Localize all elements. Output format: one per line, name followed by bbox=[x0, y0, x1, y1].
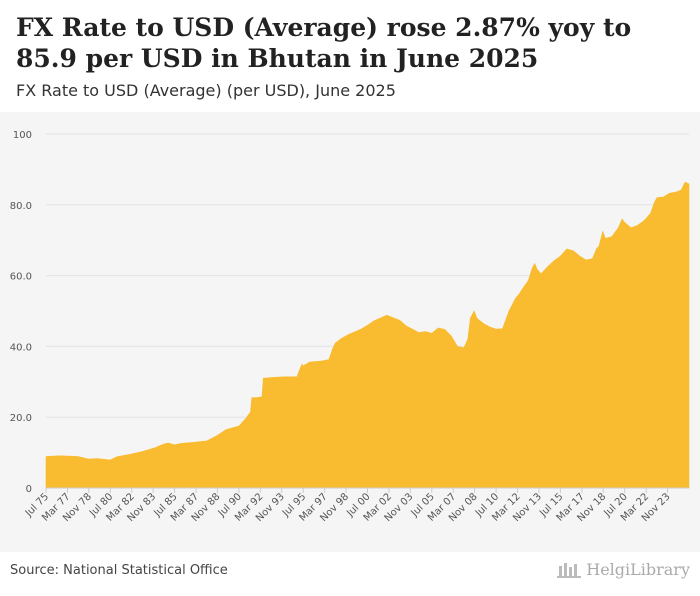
brand-name: HelgiLibrary bbox=[586, 560, 690, 579]
y-tick-label: 0 bbox=[26, 484, 32, 495]
y-tick-label: 20.0 bbox=[10, 413, 32, 424]
chart-title: FX Rate to USD (Average) rose 2.87% yoy … bbox=[16, 13, 632, 73]
library-icon bbox=[557, 562, 582, 578]
series-area bbox=[45, 181, 690, 489]
y-tick-label: 40.0 bbox=[10, 342, 32, 353]
source-note: Source: National Statistical Office bbox=[10, 563, 228, 578]
y-tick-label: 60.0 bbox=[10, 272, 32, 283]
chart-subtitle: FX Rate to USD (Average) (per USD), June… bbox=[16, 81, 396, 100]
y-tick-label: 80.0 bbox=[10, 201, 32, 212]
brand-logo: HelgiLibrary bbox=[556, 560, 690, 579]
y-tick-label: 100 bbox=[13, 130, 32, 141]
